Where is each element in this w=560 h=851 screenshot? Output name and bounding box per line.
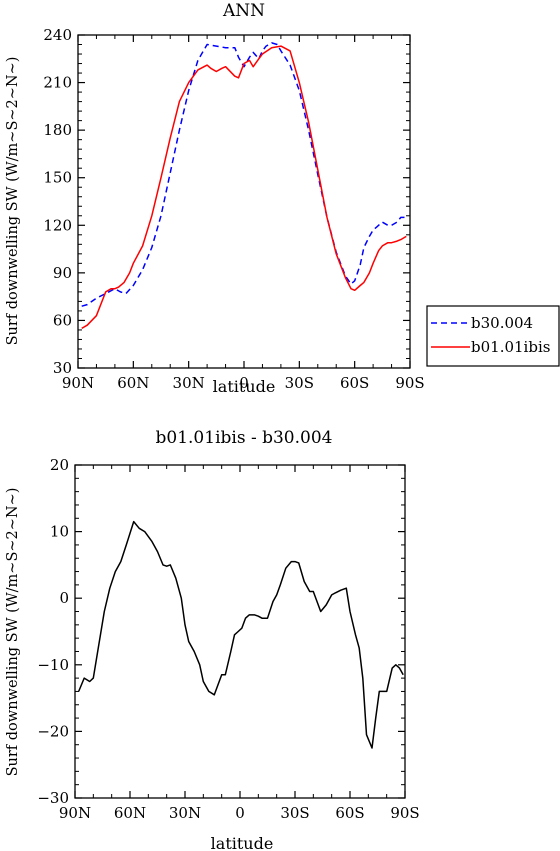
bottom-x-tick-label: 60N: [114, 804, 146, 822]
top-series-line-b01.01ibis: [81, 45, 407, 330]
bottom-x-tick-label: 0: [235, 804, 245, 822]
bottom-series-group: [78, 520, 404, 749]
bottom-series-line-difference-0: [78, 520, 404, 749]
bottom-x-tick-label: 30S: [280, 804, 309, 822]
legend-box: [426, 305, 560, 367]
top-y-tick-label: 120: [43, 216, 72, 234]
top-title: ANN: [222, 1, 265, 21]
bottom-x-axis-label: latitude: [211, 834, 274, 851]
bottom-title: b01.01ibis - b30.004: [156, 428, 333, 448]
bottom-x-tick-label: 90N: [59, 804, 91, 822]
bottom-tick-group: 90N 60N 30N 0 30S 60S 90S 20 10 0 −10 −20 −30: [37, 456, 419, 822]
top-series-group: [81, 42, 407, 330]
top-y-axis-label: Surf downwelling SW (W/m~S~2~N~): [5, 57, 21, 346]
top-y-tick-label: 240: [43, 26, 72, 44]
top-plot-frame: [77, 34, 411, 369]
top-x-tick-label: 0: [239, 374, 249, 392]
bottom-y-tick-label: −10: [37, 656, 69, 674]
top-y-tick-label: 90: [53, 264, 72, 282]
top-series-line-b30.004: [81, 42, 407, 307]
top-x-tick-label: 30S: [285, 374, 314, 392]
top-y-tick-label: 210: [43, 74, 72, 92]
bottom-y-tick-label: −20: [37, 722, 69, 740]
top-panel: ANN Surf downwelling SW (W/m~S~2~N~) lat…: [5, 1, 425, 396]
bottom-panel: b01.01ibis - b30.004 Surf downwelling SW…: [5, 428, 420, 851]
bottom-y-axis-label: Surf downwelling SW (W/m~S~2~N~): [5, 488, 21, 777]
bottom-y-tick-label: 20: [50, 456, 69, 474]
legend-label-b30.004: b30.004: [471, 314, 533, 332]
top-x-tick-label: 60S: [340, 374, 369, 392]
bottom-plot-frame: [74, 464, 406, 799]
top-x-tick-label: 90N: [62, 374, 94, 392]
top-x-tick-label: 30N: [173, 374, 205, 392]
bottom-x-tick-label: 30N: [169, 804, 201, 822]
bottom-y-tick-label: 10: [50, 523, 69, 541]
top-x-axis-label: latitude: [213, 377, 276, 396]
top-x-tick-label: 90S: [395, 374, 424, 392]
bottom-y-tick-label: −30: [37, 789, 69, 807]
top-x-tick-label: 60N: [117, 374, 149, 392]
top-y-tick-label: 150: [43, 169, 72, 187]
legend-label-b01.01ibis: b01.01ibis: [471, 338, 550, 356]
bottom-y-tick-label: 0: [59, 589, 69, 607]
legend: b30.004 b01.01ibis: [426, 305, 560, 367]
bottom-x-tick-label: 60S: [335, 804, 364, 822]
top-tick-group: 90N 60N 30N 0 30S 60S 90S 30 60 90 120 150 180 210 240: [43, 26, 424, 392]
top-y-tick-label: 30: [53, 359, 72, 377]
bottom-x-tick-label: 90S: [390, 804, 419, 822]
top-y-tick-label: 60: [53, 311, 72, 329]
top-y-tick-label: 180: [43, 121, 72, 139]
